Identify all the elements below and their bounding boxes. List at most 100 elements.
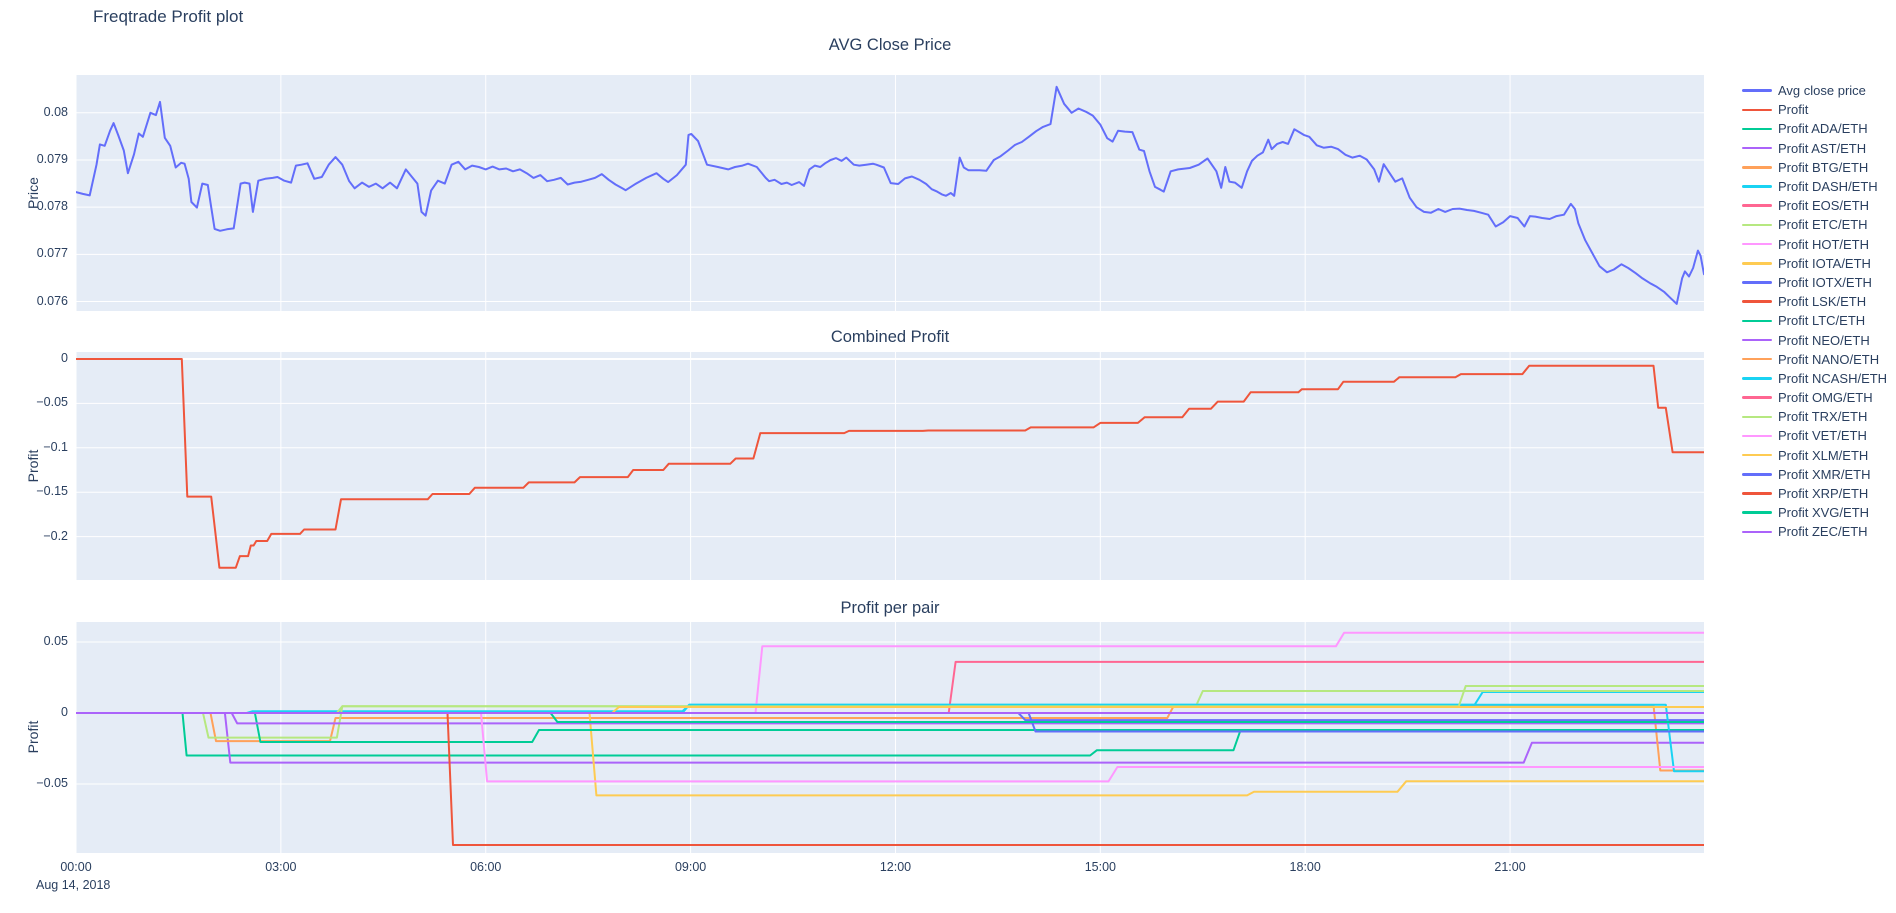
legend-item-label: Profit VET/ETH	[1778, 428, 1867, 444]
legend-item-label: Profit OMG/ETH	[1778, 390, 1873, 406]
x-tick-label: 00:00	[60, 860, 92, 874]
legend-item-label: Profit IOTX/ETH	[1778, 274, 1872, 290]
x-tick-label: 18:00	[1289, 860, 1321, 874]
legend-item-profit-btg-eth[interactable]: Profit BTG/ETH	[1742, 158, 1887, 177]
y-tick-label: −0.05	[36, 395, 68, 410]
legend-item-label: Profit BTG/ETH	[1778, 159, 1869, 175]
series-profit	[76, 358, 1704, 569]
y-tick-label: 0	[61, 705, 68, 719]
subplot-title-avg-close-price: AVG Close Price	[828, 36, 952, 54]
legend-item-label: Profit NEO/ETH	[1778, 332, 1870, 348]
legend-item-profit-iota-eth[interactable]: Profit IOTA/ETH	[1742, 254, 1887, 273]
legend-line-swatch	[1742, 262, 1772, 265]
legend-item-label: Profit AST/ETH	[1778, 140, 1867, 156]
legend-line-swatch	[1742, 146, 1772, 150]
legend-item-avg-close-price[interactable]: Avg close price	[1742, 81, 1887, 100]
legend-item-label: Profit NANO/ETH	[1778, 351, 1880, 367]
legend-item-profit-xlm-eth[interactable]: Profit XLM/ETH	[1742, 446, 1887, 465]
legend-item-label: Profit TRX/ETH	[1778, 409, 1868, 425]
y-tick-label: −0.2	[43, 528, 68, 543]
legend-line-swatch	[1742, 453, 1772, 457]
legend-item-profit-neo-eth[interactable]: Profit NEO/ETH	[1742, 330, 1887, 349]
subplot-title-combined-profit: Combined Profit	[830, 328, 950, 346]
legend-item-profit-xrp-eth[interactable]: Profit XRP/ETH	[1742, 484, 1887, 503]
combined-profit-plot[interactable]	[76, 352, 1704, 580]
legend-item-label: Profit	[1778, 102, 1809, 118]
legend-item-profit-eos-eth[interactable]: Profit EOS/ETH	[1742, 196, 1887, 215]
legend-line-swatch	[1742, 127, 1772, 131]
x-tick-label: 21:00	[1494, 860, 1526, 874]
legend-item-label: Profit ADA/ETH	[1778, 121, 1868, 137]
legend-item-profit-lsk-eth[interactable]: Profit LSK/ETH	[1742, 292, 1887, 311]
legend-item-profit-ast-eth[interactable]: Profit AST/ETH	[1742, 139, 1887, 158]
legend-item-label: Profit NCASH/ETH	[1778, 370, 1888, 386]
legend-line-swatch	[1742, 415, 1772, 419]
legend-item-profit-ncash-eth[interactable]: Profit NCASH/ETH	[1742, 369, 1887, 388]
legend-line-swatch	[1742, 338, 1772, 342]
legend-item-profit-hot-eth[interactable]: Profit HOT/ETH	[1742, 235, 1887, 254]
legend-item-label: Profit EOS/ETH	[1778, 198, 1870, 214]
legend-item-label: Profit XRP/ETH	[1778, 486, 1869, 502]
legend-item-profit-vet-eth[interactable]: Profit VET/ETH	[1742, 426, 1887, 445]
y-tick-label: 0	[61, 351, 68, 365]
y-tick-label: −0.15	[36, 484, 68, 499]
legend-item-profit-iotx-eth[interactable]: Profit IOTX/ETH	[1742, 273, 1887, 292]
legend-item-label: Profit IOTA/ETH	[1778, 255, 1871, 271]
y-tick-label: −0.05	[36, 775, 68, 790]
legend-item-profit-zec-eth[interactable]: Profit ZEC/ETH	[1742, 522, 1887, 541]
series-profit-ada-eth	[76, 712, 1704, 757]
y-tick-label: 0.076	[36, 293, 68, 308]
x-tick-label: 15:00	[1084, 860, 1116, 874]
yaxis-title-profit-pairs: Profit	[25, 720, 41, 754]
legend-line-swatch	[1742, 396, 1772, 399]
x-tick-label: 12:00	[879, 860, 912, 874]
legend-line-swatch	[1742, 89, 1772, 92]
legend-item-label: Profit HOT/ETH	[1778, 236, 1870, 252]
legend-item-profit-xvg-eth[interactable]: Profit XVG/ETH	[1742, 503, 1887, 522]
y-tick-label: 0.079	[36, 151, 68, 166]
x-tick-label: 09:00	[674, 860, 707, 874]
legend-line-swatch	[1742, 242, 1772, 246]
legend-item-label: Profit DASH/ETH	[1778, 179, 1878, 195]
x-tick-label: 06:00	[470, 860, 502, 874]
series-profit-etc-eth	[76, 690, 1704, 739]
legend-line-swatch	[1742, 357, 1772, 361]
legend-line-swatch	[1742, 108, 1772, 112]
y-tick-label: −0.1	[43, 439, 68, 454]
figure-title: Freqtrade Profit plot	[93, 7, 244, 26]
legend-item-label: Profit XLM/ETH	[1778, 447, 1869, 463]
legend-line-swatch	[1742, 434, 1772, 438]
legend-line-swatch	[1742, 166, 1772, 169]
legend-item-profit-omg-eth[interactable]: Profit OMG/ETH	[1742, 388, 1887, 407]
legend-item-profit-trx-eth[interactable]: Profit TRX/ETH	[1742, 407, 1887, 426]
legend-item-profit-etc-eth[interactable]: Profit ETC/ETH	[1742, 215, 1887, 234]
series-profit-btg-eth	[76, 704, 1704, 772]
series-profit-iota-eth	[76, 712, 1704, 797]
legend-item-profit-ltc-eth[interactable]: Profit LTC/ETH	[1742, 311, 1887, 330]
xaxis-date-label: Aug 14, 2018	[36, 878, 111, 892]
legend-line-swatch	[1742, 204, 1772, 207]
legend-line-swatch	[1742, 281, 1772, 284]
legend-line-swatch	[1742, 185, 1772, 188]
avg-close-price-plot[interactable]	[76, 75, 1704, 311]
y-tick-label: 0.05	[43, 634, 68, 649]
legend-item-label: Profit ETC/ETH	[1778, 217, 1868, 233]
legend-line-swatch	[1742, 223, 1772, 227]
x-tick-label: 03:00	[265, 860, 297, 874]
legend-item-label: Profit XMR/ETH	[1778, 466, 1871, 482]
legend-item-profit-ada-eth[interactable]: Profit ADA/ETH	[1742, 119, 1887, 138]
legend-item-profit-dash-eth[interactable]: Profit DASH/ETH	[1742, 177, 1887, 196]
profit-per-pair-plot[interactable]	[76, 622, 1704, 853]
legend-line-swatch	[1742, 300, 1772, 303]
legend-item-label: Profit ZEC/ETH	[1778, 524, 1868, 540]
legend-item-profit-xmr-eth[interactable]: Profit XMR/ETH	[1742, 465, 1887, 484]
y-tick-label: 0.078	[36, 199, 68, 214]
legend-item-profit-nano-eth[interactable]: Profit NANO/ETH	[1742, 350, 1887, 369]
legend-item-profit[interactable]: Profit	[1742, 100, 1887, 119]
legend-line-swatch	[1742, 473, 1772, 476]
legend-line-swatch	[1742, 319, 1772, 323]
legend: Avg close price Profit Profit ADA/ETH Profi…	[1742, 81, 1887, 542]
series-avg-close-price	[76, 85, 1704, 305]
legend-item-label: Profit LTC/ETH	[1778, 313, 1866, 329]
